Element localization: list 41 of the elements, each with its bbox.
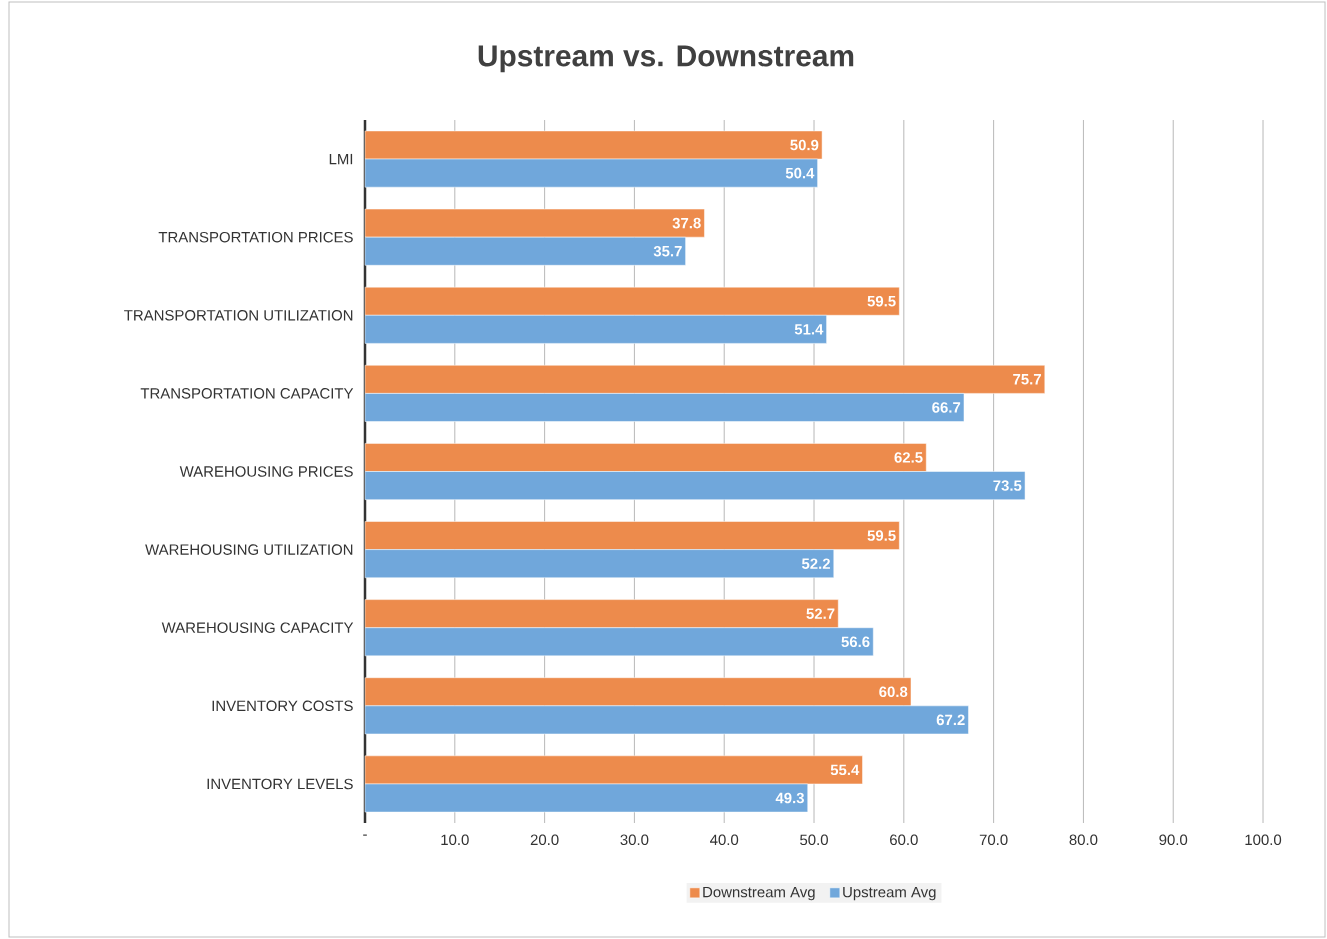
y-tick-label: WAREHOUSING CAPACITY xyxy=(161,622,354,634)
y-tick-label: WAREHOUSING PRICES xyxy=(179,466,353,477)
data-label: 37.8 xyxy=(672,217,701,229)
x-tick-label: 60.0 xyxy=(890,834,918,846)
x-tick-label: 30.0 xyxy=(620,834,649,846)
x-tick-label: 20.0 xyxy=(530,834,559,846)
data-label: 35.7 xyxy=(653,245,682,257)
data-label: 50.9 xyxy=(790,139,819,151)
data-label: 66.7 xyxy=(932,402,961,413)
data-label: 50.4 xyxy=(785,167,815,179)
data-label: 56.6 xyxy=(841,636,870,648)
data-label: 52.2 xyxy=(801,558,830,569)
data-label: 62.5 xyxy=(894,452,923,463)
x-tick-label: 80.0 xyxy=(1069,834,1098,846)
y-tick-label: TRANSPORTATION UTILIZATION xyxy=(124,309,353,321)
y-tick-label: WAREHOUSING UTILIZATION xyxy=(145,544,353,555)
data-label: 59.5 xyxy=(867,530,896,541)
data-label: 49.3 xyxy=(775,792,804,804)
x-tick-label: 90.0 xyxy=(1159,834,1188,846)
data-label: 52.7 xyxy=(806,608,835,619)
x-tick-label: - xyxy=(363,834,367,836)
y-tick-label: TRANSPORTATION PRICES xyxy=(158,231,353,243)
data-label: 55.4 xyxy=(830,764,860,776)
legend-label: Downstream Avg xyxy=(703,886,815,901)
x-tick-label: 10.0 xyxy=(441,834,469,846)
chart-title: Upstream vs. Downstream xyxy=(478,45,854,73)
data-label: 67.2 xyxy=(936,714,965,726)
data-label: 51.4 xyxy=(794,324,824,335)
y-tick-label: INVENTORY COSTS xyxy=(212,700,353,712)
data-label: 59.5 xyxy=(867,295,896,307)
data-label: 73.5 xyxy=(993,480,1022,491)
x-tick-label: 50.0 xyxy=(800,834,828,846)
y-tick-label: TRANSPORTATION CAPACITY xyxy=(140,388,354,399)
x-tick-label: 70.0 xyxy=(979,834,1008,846)
data-label: 60.8 xyxy=(879,686,908,698)
data-label: 75.7 xyxy=(1013,374,1041,385)
x-tick-label: 100.0 xyxy=(1245,834,1282,846)
x-tick-label: 40.0 xyxy=(710,834,739,846)
y-tick-label: LMI xyxy=(329,153,353,165)
legend-label: Upstream Avg xyxy=(843,886,936,901)
y-tick-label: INVENTORY LEVELS xyxy=(207,778,353,790)
